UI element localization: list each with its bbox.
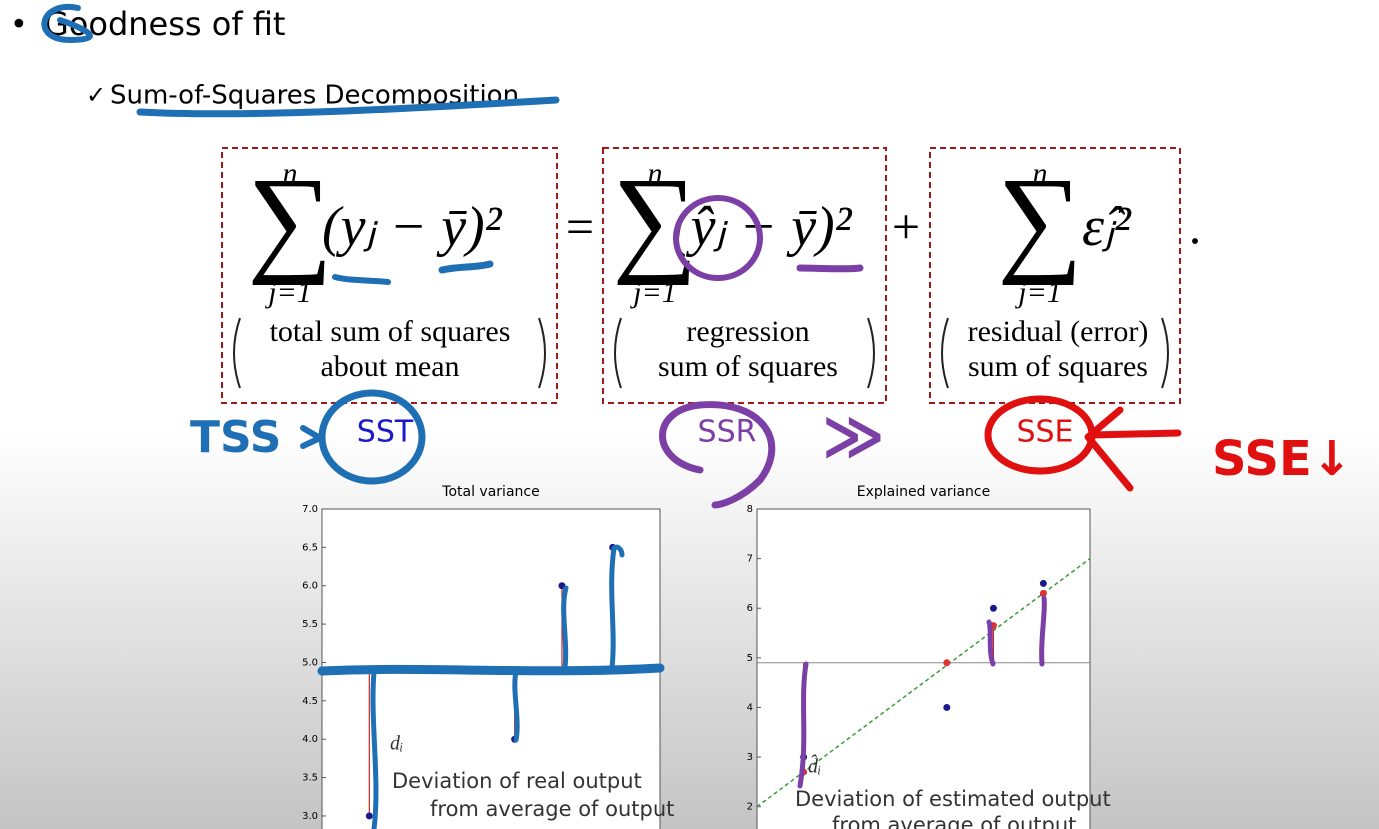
sum-lower: j=1 — [264, 276, 312, 309]
check: ✓ — [86, 81, 106, 109]
y-tick-label: 3.5 — [302, 773, 318, 784]
chart-title: Total variance — [441, 484, 539, 500]
paren — [1161, 317, 1169, 389]
y-tick-label: 3 — [747, 752, 753, 763]
ink-arrow — [300, 425, 323, 449]
chart-title: Explained variance — [857, 484, 990, 500]
sigma: ∑ — [997, 153, 1083, 286]
paren — [614, 317, 622, 389]
ink-arrow — [1084, 406, 1182, 492]
ink-swoosh — [41, 3, 93, 43]
caption: residual (error) — [968, 315, 1149, 348]
data-point — [943, 659, 951, 667]
annotation: from average of output — [832, 813, 1076, 829]
term-body: (ŷⱼ − ȳ)² — [672, 196, 853, 258]
ink-underline — [332, 274, 391, 285]
abbreviation: SSE — [1016, 415, 1073, 450]
handwritten-note: SSE↓ — [1212, 431, 1352, 487]
sum-lower: j=1 — [629, 276, 677, 309]
ink-underline — [438, 260, 494, 274]
y-tick-label: 7 — [747, 554, 753, 565]
ink-squiggle — [797, 595, 1047, 789]
ink-circle — [659, 401, 776, 509]
ink-squiggle — [370, 544, 625, 829]
y-tick-label: 4.5 — [302, 696, 318, 707]
annotation: Deviation of real output — [392, 769, 642, 793]
fit-line — [756, 558, 1091, 808]
handwritten-ink — [41, 3, 1182, 829]
y-tick-label: 7.0 — [302, 504, 318, 515]
y-tick-label: 4.0 — [302, 734, 318, 745]
term-body: ε̂ⱼ² — [1082, 196, 1132, 258]
annotation: from average of output — [430, 797, 674, 821]
ink-underline — [136, 96, 560, 118]
data-point — [943, 703, 951, 711]
term-body: (yⱼ − ȳ)² — [322, 196, 503, 258]
term-box — [602, 147, 887, 404]
abbreviation: SST — [357, 415, 414, 450]
caption: regression — [686, 315, 809, 348]
sum-upper: n — [1033, 157, 1048, 190]
annotation: d̂ᵢ — [808, 754, 821, 778]
handwritten-note: ≫ — [822, 402, 885, 472]
handwritten-note: TSS — [190, 412, 281, 463]
sum-upper: n — [283, 157, 298, 190]
caption: sum of squares — [968, 350, 1148, 383]
annotation: dᵢ — [390, 733, 403, 755]
data-point — [365, 812, 373, 820]
ink-circle — [673, 195, 763, 281]
operator: . — [1189, 198, 1202, 254]
paren — [233, 317, 241, 389]
y-tick-label: 6.5 — [302, 542, 318, 553]
term-box — [221, 147, 558, 404]
sum-upper: n — [648, 157, 663, 190]
paren — [538, 317, 546, 389]
bullet: • — [10, 8, 28, 43]
operator: = — [566, 198, 594, 254]
y-tick-label: 5.5 — [302, 619, 318, 630]
annotation: Deviation of estimated output — [795, 787, 1111, 811]
caption: total sum of squares — [270, 315, 511, 348]
sum-lower: j=1 — [1014, 276, 1062, 309]
ink-underline — [796, 264, 864, 273]
data-point — [1039, 579, 1047, 587]
data-point — [989, 604, 997, 612]
caption: about mean — [320, 350, 459, 383]
y-tick-label: 6.0 — [302, 581, 318, 592]
plot-frame — [756, 508, 1091, 829]
y-tick-label: 4 — [747, 702, 753, 713]
y-tick-label: 6 — [747, 603, 753, 614]
y-tick-label: 5 — [747, 653, 753, 664]
operator: + — [892, 198, 920, 254]
sigma: ∑ — [247, 153, 333, 286]
y-tick-label: 3.0 — [302, 811, 318, 822]
paren — [867, 317, 875, 389]
paren — [941, 317, 949, 389]
abbreviation: SSR — [698, 415, 757, 450]
data-point — [1039, 589, 1047, 597]
y-tick-label: 5.0 — [302, 657, 318, 668]
y-tick-label: 8 — [747, 504, 753, 515]
caption: sum of squares — [658, 350, 838, 383]
y-tick-label: 2 — [747, 802, 753, 813]
